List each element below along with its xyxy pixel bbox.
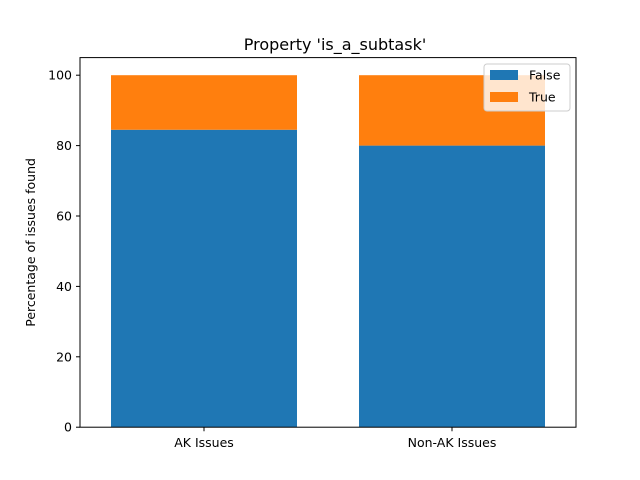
legend-swatch-false	[490, 70, 518, 80]
x-axis: AK Issues Non-AK Issues	[174, 427, 496, 450]
x-tick-label: Non-AK Issues	[408, 435, 497, 450]
y-axis: 0 20 40 60 80 100	[48, 68, 80, 435]
y-tick-label: 20	[56, 349, 72, 364]
y-tick-label: 0	[64, 420, 72, 435]
bar-false-2	[359, 145, 545, 428]
legend: False True	[483, 63, 571, 112]
legend-label-true: True	[528, 90, 556, 105]
y-tick-label: 80	[56, 138, 72, 153]
bar-true-1	[111, 75, 297, 130]
bar-false-1	[111, 129, 297, 428]
y-tick-label: 100	[48, 68, 72, 83]
plot-frame	[79, 57, 577, 428]
y-axis-label: Percentage of issues found	[23, 158, 38, 327]
legend-swatch-true	[490, 92, 518, 102]
legend-label-false: False	[529, 68, 561, 83]
bars	[111, 75, 545, 428]
y-tick-label: 40	[56, 279, 72, 294]
chart-title: Property 'is_a_subtask'	[244, 35, 426, 55]
x-tick-label: AK Issues	[174, 435, 234, 450]
y-tick-label: 60	[56, 209, 72, 224]
